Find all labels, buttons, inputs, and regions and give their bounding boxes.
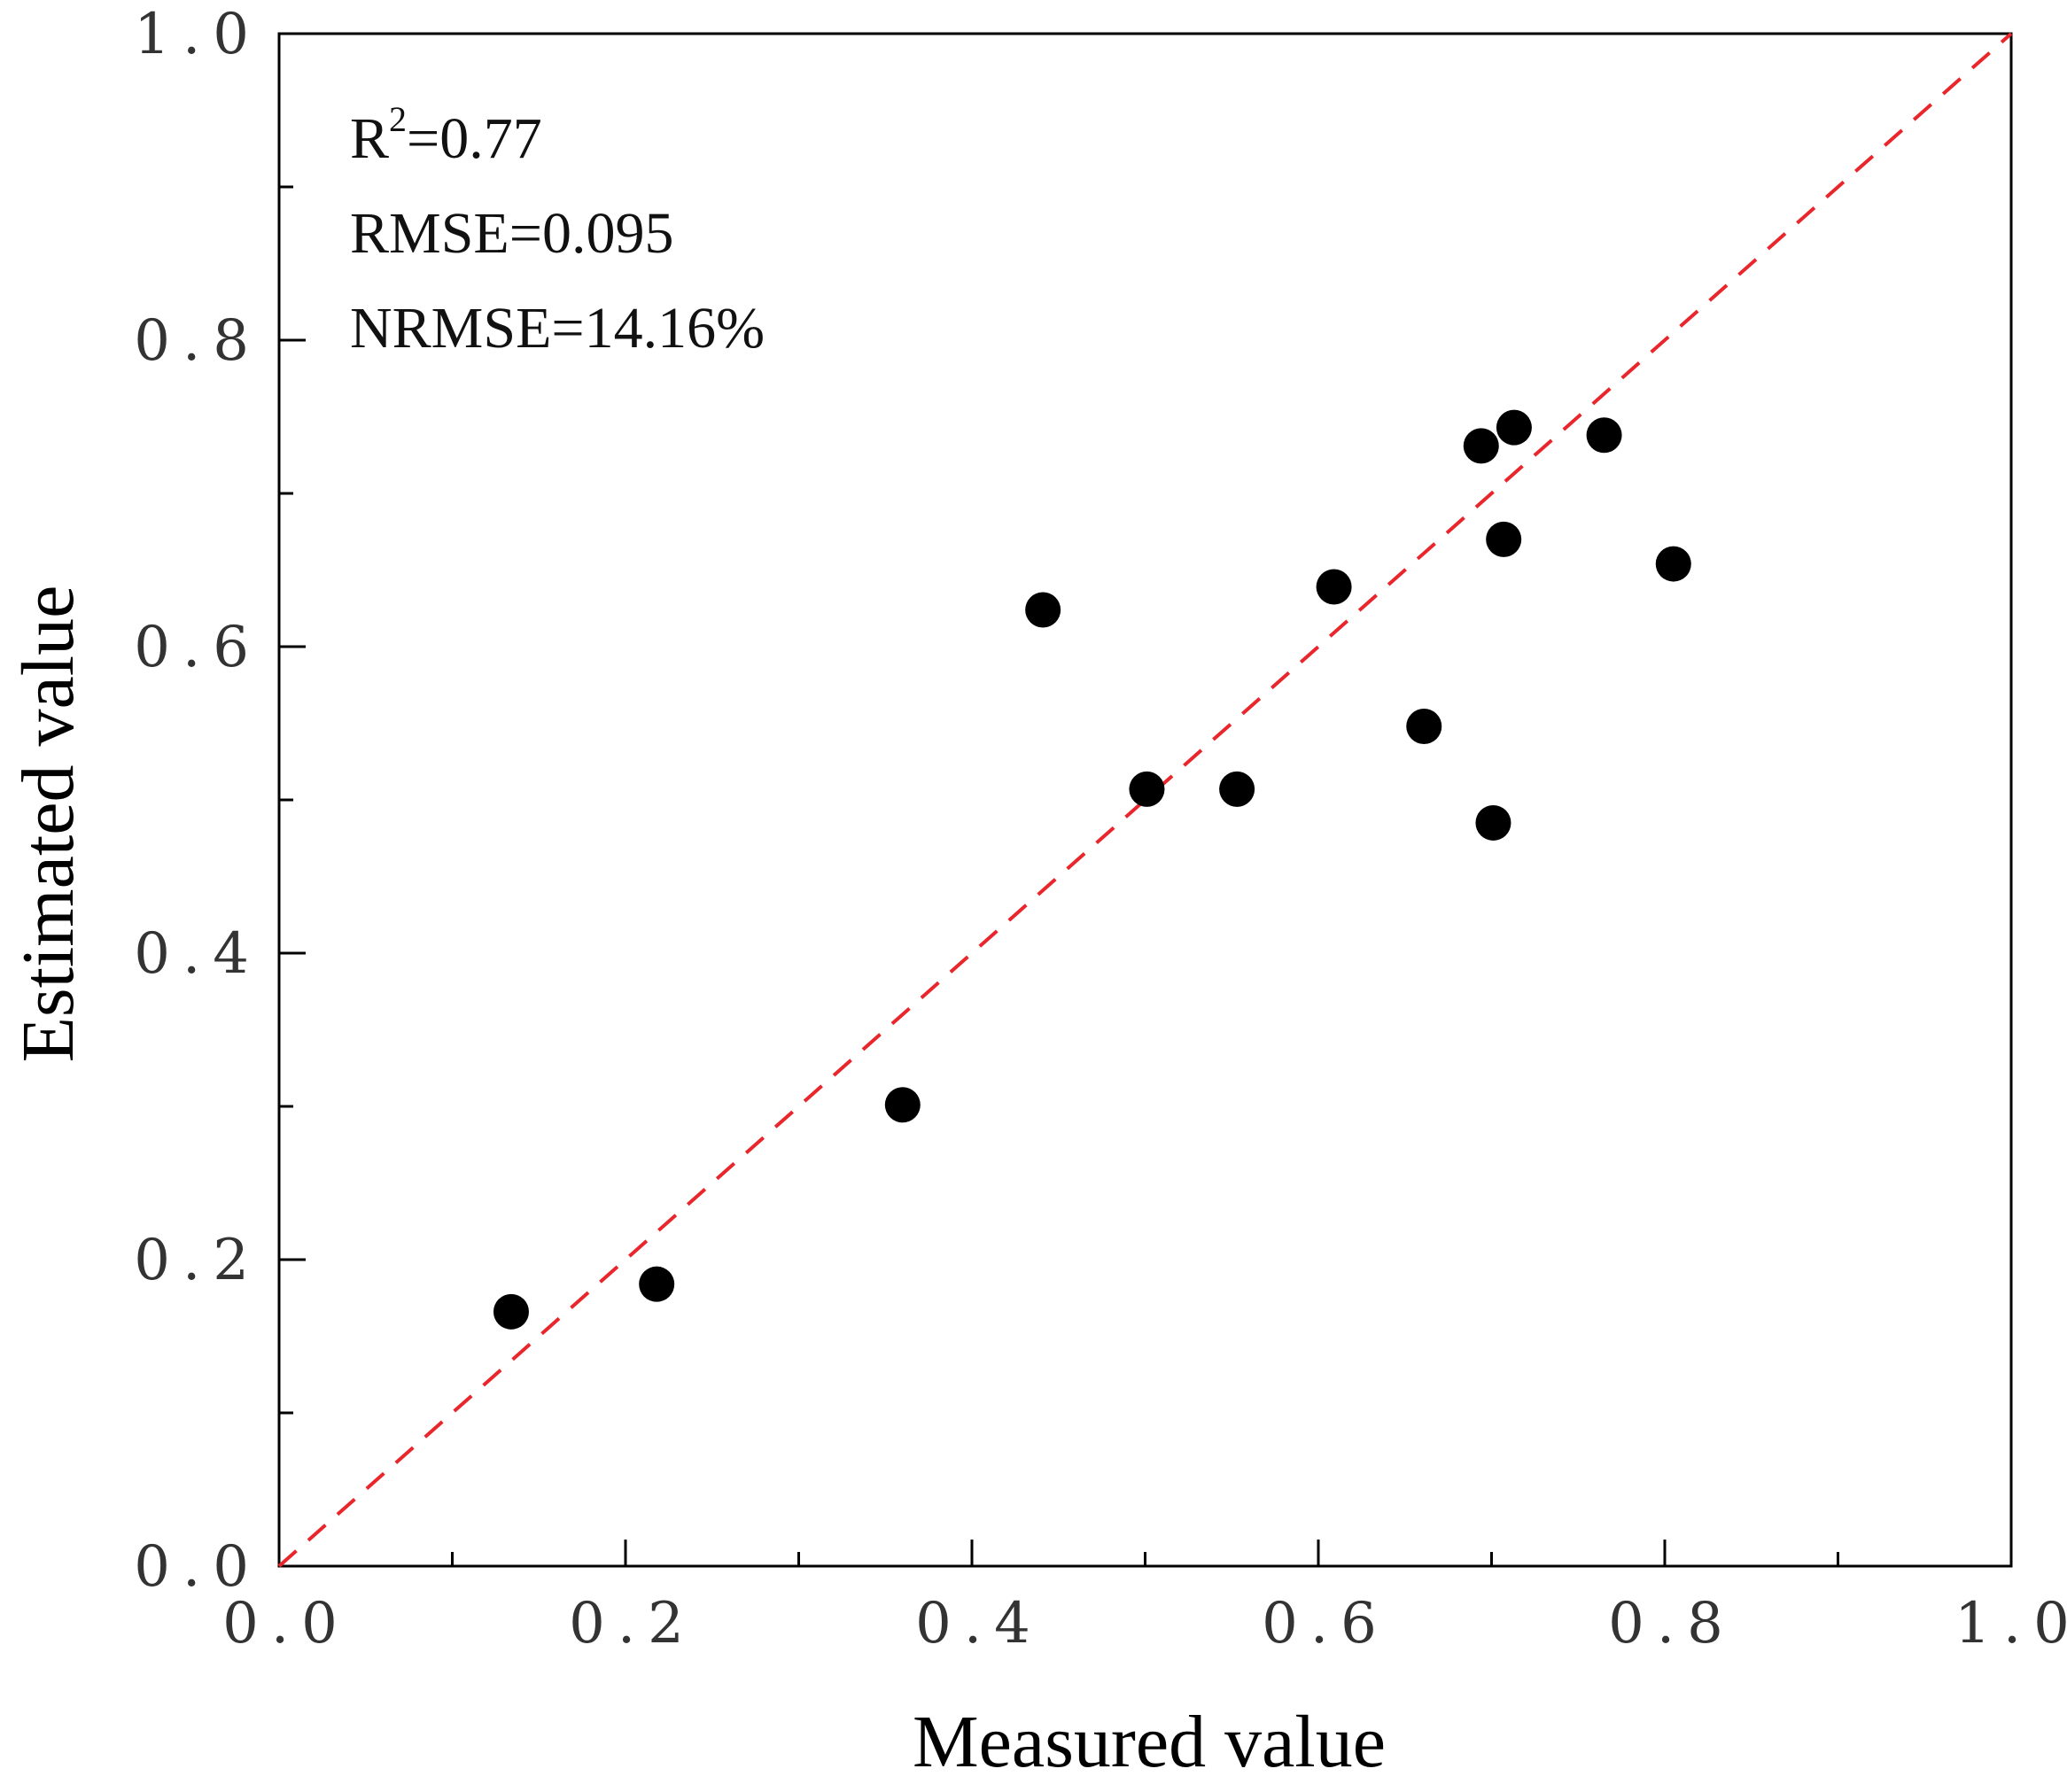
y-tick-label-0.0: 0.0 <box>134 1534 261 1600</box>
r2-annotation: R2=0.77 <box>350 99 542 171</box>
nrmse-annotation: NRMSE=14.16% <box>350 296 765 361</box>
x-tick-label-0.2: 0.2 <box>569 1591 696 1656</box>
data-points <box>493 409 1691 1330</box>
data-point-6 <box>1219 771 1255 807</box>
y-tick-label-0.6: 0.6 <box>134 615 261 680</box>
data-point-1 <box>493 1293 529 1330</box>
r2-superscript: 2 <box>389 99 407 139</box>
reference-line-layer <box>277 32 2013 1568</box>
y-tick-label-1.0: 1.0 <box>134 2 261 67</box>
data-point-12 <box>1496 409 1532 446</box>
x-tick-label-0.0: 0.0 <box>222 1591 350 1656</box>
r2-prefix: R <box>350 106 389 171</box>
r2-value: =0.77 <box>407 106 542 171</box>
y-tick-label-0.8: 0.8 <box>134 308 261 374</box>
data-point-9 <box>1463 428 1499 464</box>
x-tick-label-1.0: 1.0 <box>1954 1591 2067 1656</box>
data-point-10 <box>1475 804 1511 841</box>
data-point-14 <box>1655 546 1691 582</box>
reference-line-1to1 <box>277 32 2013 1568</box>
data-point-13 <box>1586 417 1622 454</box>
data-point-5 <box>1129 771 1165 807</box>
axis-ticks <box>279 185 1839 1566</box>
data-point-3 <box>884 1087 921 1123</box>
data-point-4 <box>1025 592 1061 628</box>
y-axis-title: Estimated value <box>7 586 89 1063</box>
stats-annotation: R2=0.77 RMSE=0.095 NRMSE=14.16% <box>350 99 765 361</box>
axis-tick-labels: 0.00.0 0.2 0.2 0.4 0.4 0.6 0.6 0.8 0.8 1.0 1.0 <box>134 2 2067 1656</box>
rmse-annotation: RMSE=0.095 <box>350 201 673 266</box>
data-point-11 <box>1486 521 1522 557</box>
x-axis-title: Measured value <box>913 1701 1386 1783</box>
data-point-2 <box>639 1266 675 1302</box>
data-point-8 <box>1406 708 1442 744</box>
y-tick-label-0.4: 0.4 <box>134 921 261 987</box>
x-tick-label-0.4: 0.4 <box>915 1591 1043 1656</box>
data-point-7 <box>1316 569 1352 605</box>
x-tick-label-0.8: 0.8 <box>1608 1591 1736 1656</box>
y-tick-label-0.2: 0.2 <box>134 1228 261 1293</box>
x-tick-label-0.6: 0.6 <box>1262 1591 1389 1656</box>
